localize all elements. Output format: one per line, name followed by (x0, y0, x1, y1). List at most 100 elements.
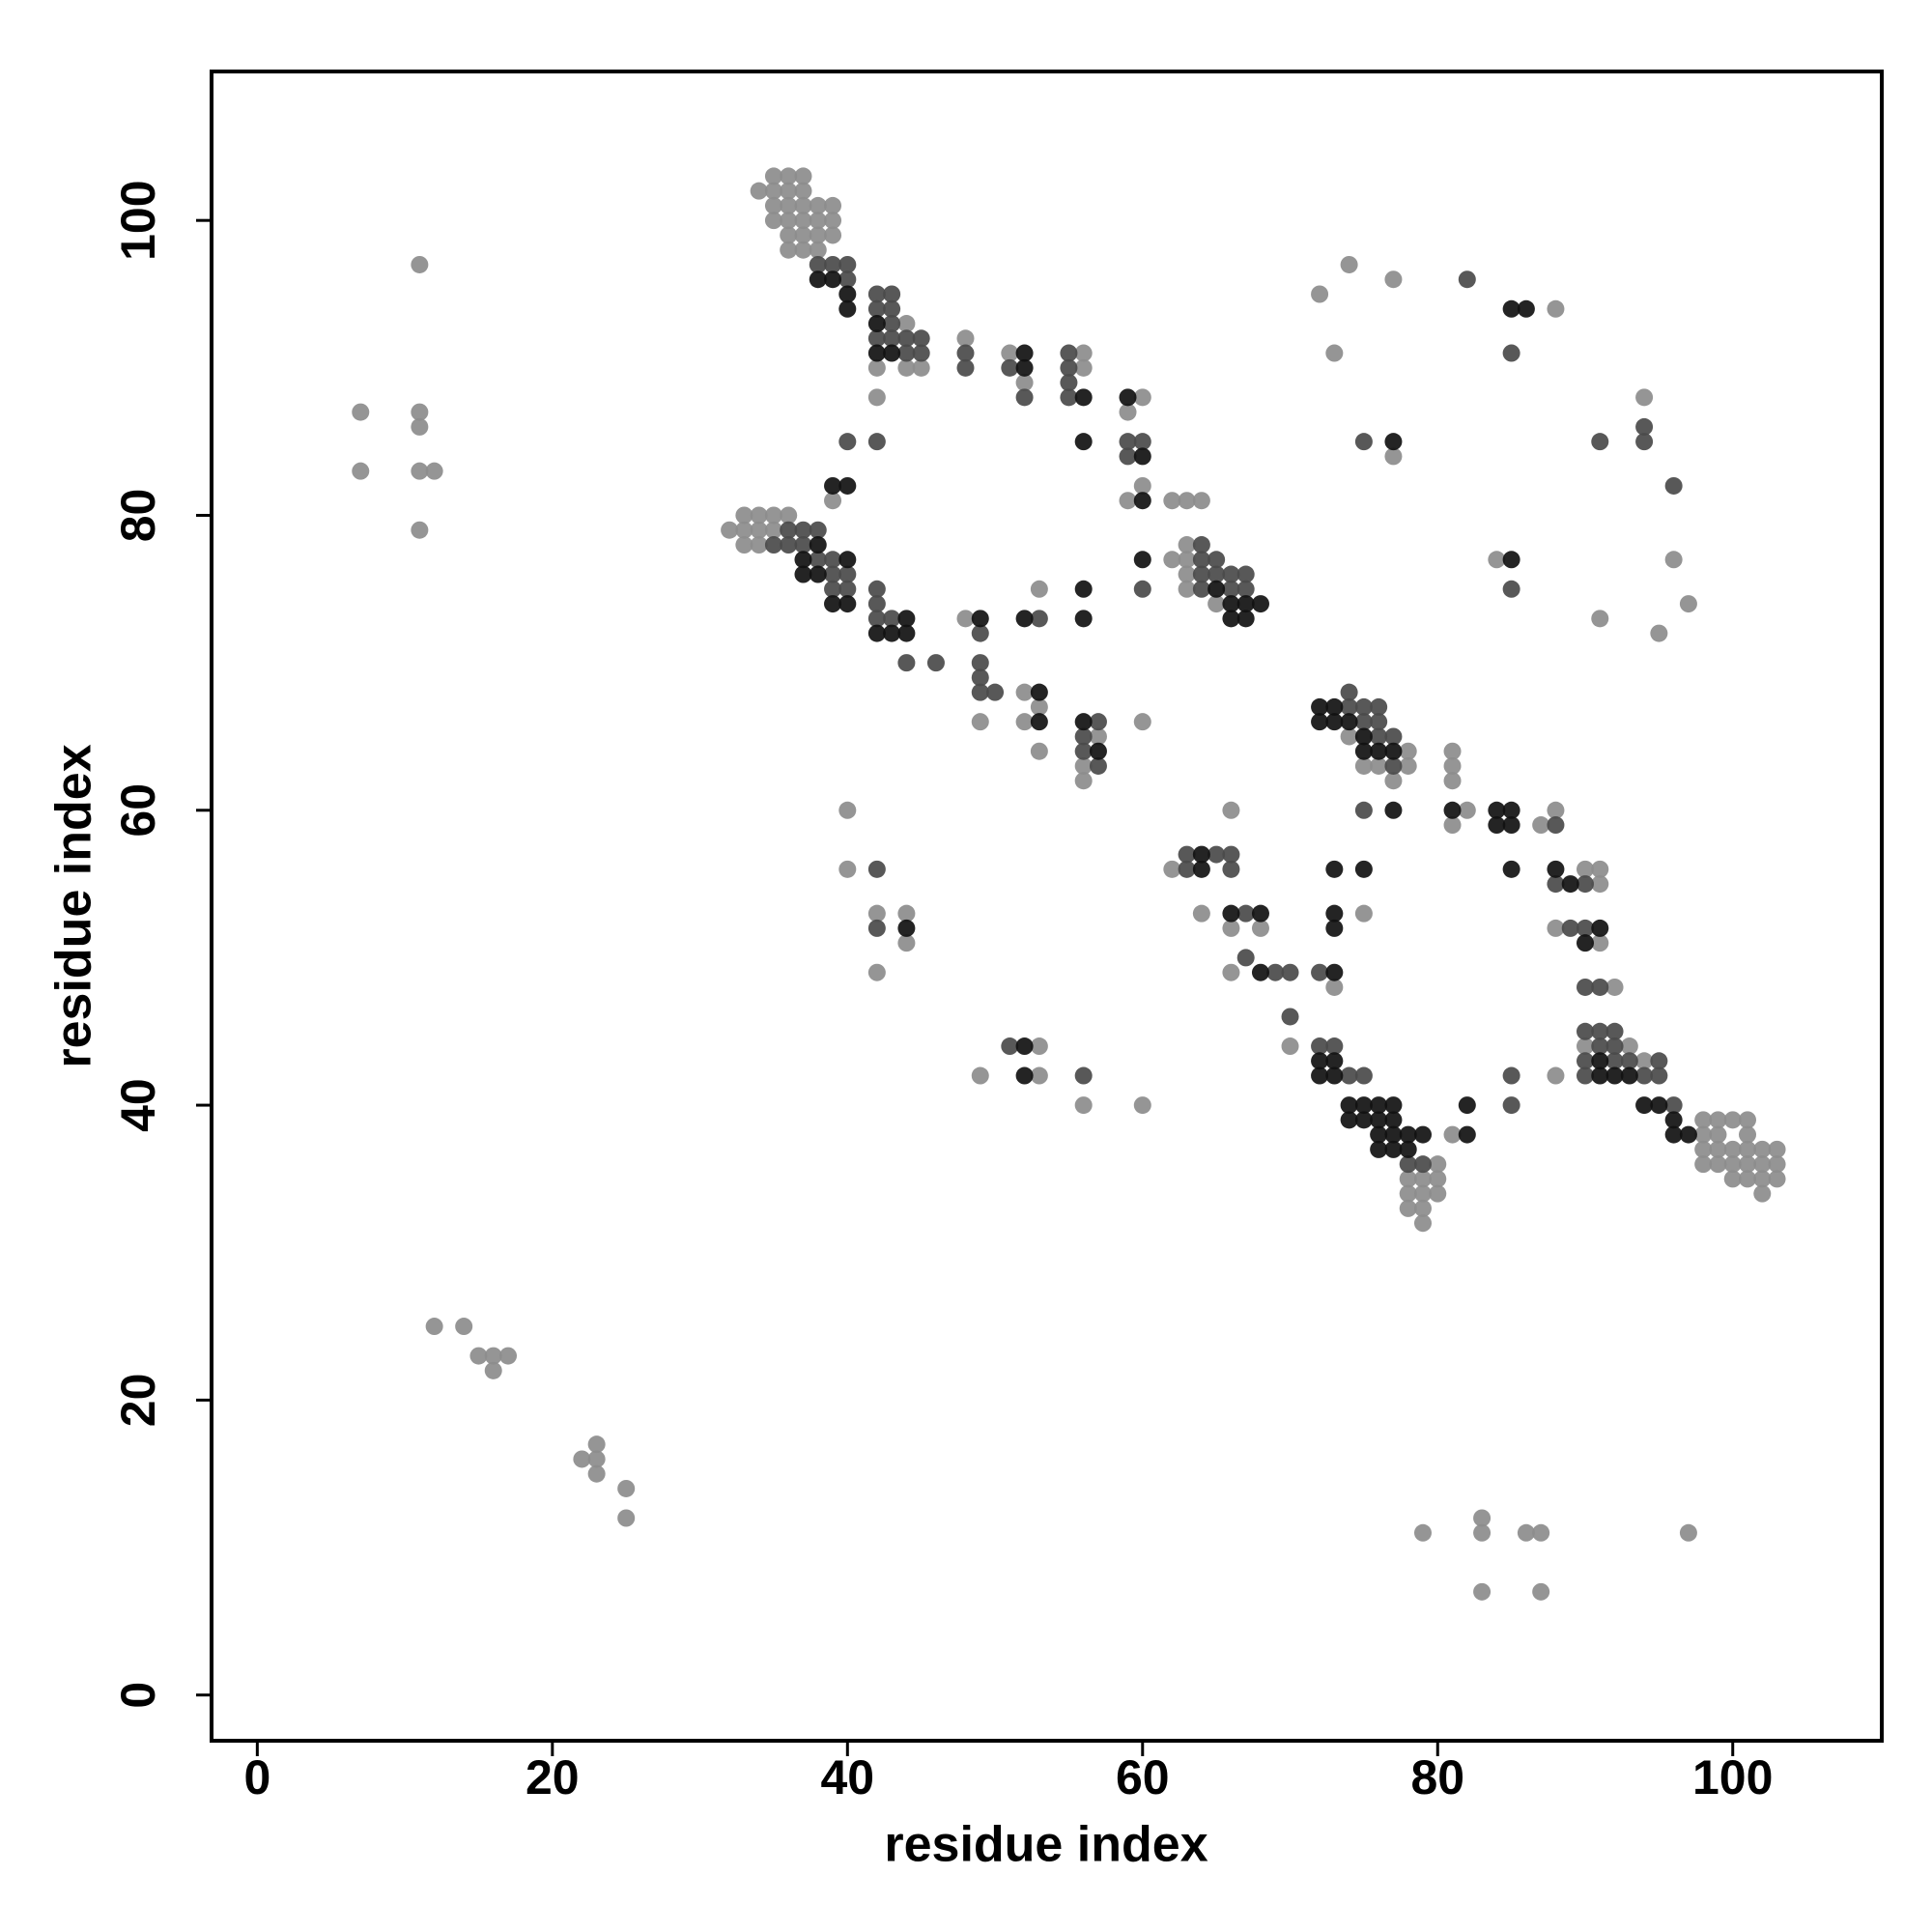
point (1413, 1523, 1432, 1542)
y-tick-label: 20 (111, 1374, 165, 1428)
point (1074, 433, 1093, 451)
point (764, 506, 782, 525)
point (1429, 1184, 1447, 1203)
point (912, 344, 930, 362)
point (1694, 1111, 1713, 1129)
point (780, 182, 798, 200)
point (971, 713, 989, 731)
point (1340, 1066, 1358, 1085)
point (809, 565, 827, 583)
point (1650, 1066, 1668, 1085)
point (1620, 1037, 1638, 1056)
point (1325, 904, 1344, 923)
point (883, 315, 901, 333)
x-tick-label: 20 (526, 1750, 580, 1804)
point (809, 521, 827, 539)
point (1119, 403, 1137, 421)
y-tick-label: 100 (111, 180, 165, 260)
point (1532, 816, 1550, 835)
point (897, 904, 916, 923)
point (1222, 595, 1240, 613)
point (1208, 595, 1226, 613)
point (838, 270, 857, 289)
point (1236, 580, 1255, 598)
point (1178, 580, 1196, 598)
x-tick-label: 40 (820, 1750, 874, 1804)
point (1236, 610, 1255, 628)
point (1222, 963, 1240, 981)
point (750, 182, 768, 200)
point (1635, 433, 1654, 451)
point (1650, 1052, 1668, 1070)
point (824, 492, 842, 510)
point (912, 329, 930, 348)
point (1488, 816, 1506, 835)
point (1311, 963, 1329, 981)
point (1650, 624, 1668, 642)
point (1325, 1052, 1344, 1070)
point (1311, 713, 1329, 731)
point (926, 654, 945, 672)
point (1547, 875, 1565, 894)
point (1723, 1111, 1742, 1129)
point (1443, 756, 1462, 775)
point (764, 212, 782, 230)
point (867, 299, 886, 318)
point (1074, 1066, 1093, 1085)
point (1370, 742, 1388, 760)
point (794, 551, 812, 569)
point (971, 668, 989, 687)
point (1119, 492, 1137, 510)
point (1739, 1111, 1757, 1129)
point (1074, 727, 1093, 746)
point (1281, 963, 1299, 981)
point (1443, 801, 1462, 819)
point (1576, 1066, 1594, 1085)
point (1384, 742, 1403, 760)
point (1739, 1155, 1757, 1174)
point (824, 270, 842, 289)
point (1458, 1125, 1476, 1144)
point (411, 521, 429, 539)
point (1709, 1140, 1727, 1158)
point (1384, 447, 1403, 466)
x-axis-title: residue index (884, 1817, 1208, 1873)
point (1354, 727, 1373, 746)
point (1413, 1199, 1432, 1217)
point (1399, 1155, 1417, 1174)
point (1605, 1052, 1624, 1070)
point (1178, 492, 1196, 510)
point (1015, 358, 1034, 377)
point (838, 299, 857, 318)
point (883, 329, 901, 348)
point (1281, 1037, 1299, 1056)
point (1723, 1155, 1742, 1174)
point (1192, 860, 1210, 878)
point (824, 595, 842, 613)
point (1384, 756, 1403, 775)
point (1192, 904, 1210, 923)
point (1133, 388, 1151, 407)
point (1768, 1155, 1786, 1174)
point (1354, 860, 1373, 878)
point (780, 521, 798, 539)
point (1133, 476, 1151, 495)
point (1547, 919, 1565, 937)
point (1015, 388, 1034, 407)
point (824, 476, 842, 495)
point (484, 1347, 502, 1365)
point (1399, 1170, 1417, 1188)
point (1664, 476, 1683, 495)
point (1325, 978, 1344, 996)
point (1222, 845, 1240, 864)
point (1251, 595, 1269, 613)
point (1030, 742, 1048, 760)
y-tick-label: 0 (111, 1682, 165, 1709)
point (1443, 772, 1462, 790)
point (1133, 447, 1151, 466)
point (1384, 772, 1403, 790)
point (1605, 1022, 1624, 1040)
point (1502, 580, 1520, 598)
point (1739, 1125, 1757, 1144)
point (1458, 1096, 1476, 1115)
